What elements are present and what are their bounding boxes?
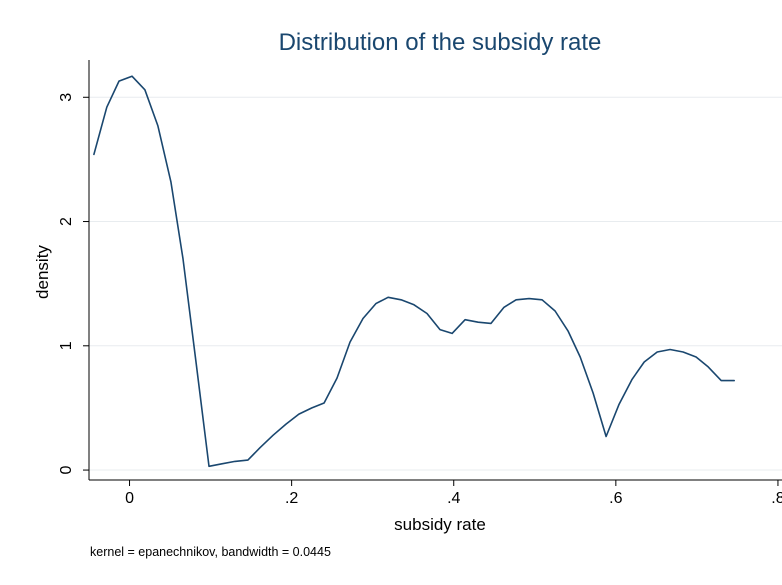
- density-point-9: [208, 466, 210, 468]
- density-point-20: [349, 341, 351, 343]
- density-point-6: [170, 181, 172, 183]
- density-point-23: [387, 297, 389, 299]
- density-point-19: [336, 377, 338, 379]
- density-point-15: [285, 423, 287, 425]
- density-point-28: [451, 333, 453, 335]
- density-point-34: [528, 298, 530, 300]
- density-point-29: [464, 319, 466, 321]
- density-point-38: [579, 356, 581, 358]
- density-line-0: [93, 75, 736, 468]
- density-point-40: [605, 436, 607, 438]
- density-point-25: [413, 304, 415, 306]
- x-axis-title: subsidy rate: [394, 515, 486, 534]
- density-point-43: [643, 361, 645, 363]
- density-point-44: [656, 351, 658, 353]
- density-point-12: [247, 459, 249, 461]
- density-point-14: [272, 435, 274, 437]
- density-point-21: [362, 318, 364, 320]
- density-point-2: [118, 80, 120, 82]
- density-point-30: [477, 321, 479, 323]
- y-tick-label-1: 1: [58, 341, 75, 350]
- density-point-39: [592, 392, 594, 394]
- density-point-17: [311, 407, 313, 409]
- chart-title: Distribution of the subsidy rate: [279, 29, 602, 56]
- density-point-48: [707, 366, 709, 368]
- density-point-37: [567, 330, 569, 332]
- density-point-50: [733, 380, 735, 382]
- density-point-32: [503, 307, 505, 309]
- y-tick-label-2: 2: [58, 217, 75, 226]
- grid-layer: [89, 96, 782, 471]
- density-point-10: [221, 463, 223, 465]
- axis-layer: 0 1 2 3 0 .2 .4 .6 .8: [58, 60, 782, 507]
- y-tick-label-3: 3: [58, 93, 75, 102]
- density-point-45: [669, 349, 671, 351]
- density-point-1: [106, 106, 108, 108]
- x-tick-label-2: .4: [447, 490, 460, 507]
- density-point-4: [144, 89, 146, 91]
- density-point-27: [439, 329, 441, 331]
- y-tick-label-0: 0: [58, 466, 75, 475]
- density-point-46: [682, 351, 684, 353]
- density-point-0: [93, 154, 95, 156]
- density-point-16: [298, 413, 300, 415]
- series-layer: [93, 75, 736, 468]
- x-tick-label-4: .8: [771, 490, 782, 507]
- density-point-3: [131, 75, 133, 77]
- density-point-31: [490, 323, 492, 325]
- density-point-41: [618, 403, 620, 405]
- density-point-11: [234, 461, 236, 463]
- density-point-18: [323, 402, 325, 404]
- density-point-22: [375, 303, 377, 305]
- density-point-8: [195, 361, 197, 363]
- chart-note: kernel = epanechnikov, bandwidth = 0.044…: [90, 545, 331, 559]
- density-point-35: [541, 299, 543, 301]
- density-point-49: [720, 380, 722, 382]
- density-point-42: [631, 379, 633, 381]
- x-tick-label-0: 0: [125, 490, 134, 507]
- density-point-33: [515, 299, 517, 301]
- x-tick-label-3: .6: [609, 490, 622, 507]
- density-point-36: [554, 310, 556, 312]
- x-tick-label-1: .2: [285, 490, 298, 507]
- y-axis-title: density: [33, 245, 52, 299]
- density-point-7: [182, 258, 184, 260]
- density-point-26: [426, 313, 428, 315]
- density-point-5: [157, 125, 159, 127]
- density-point-13: [259, 447, 261, 449]
- density-point-24: [400, 299, 402, 301]
- density-point-47: [695, 356, 697, 358]
